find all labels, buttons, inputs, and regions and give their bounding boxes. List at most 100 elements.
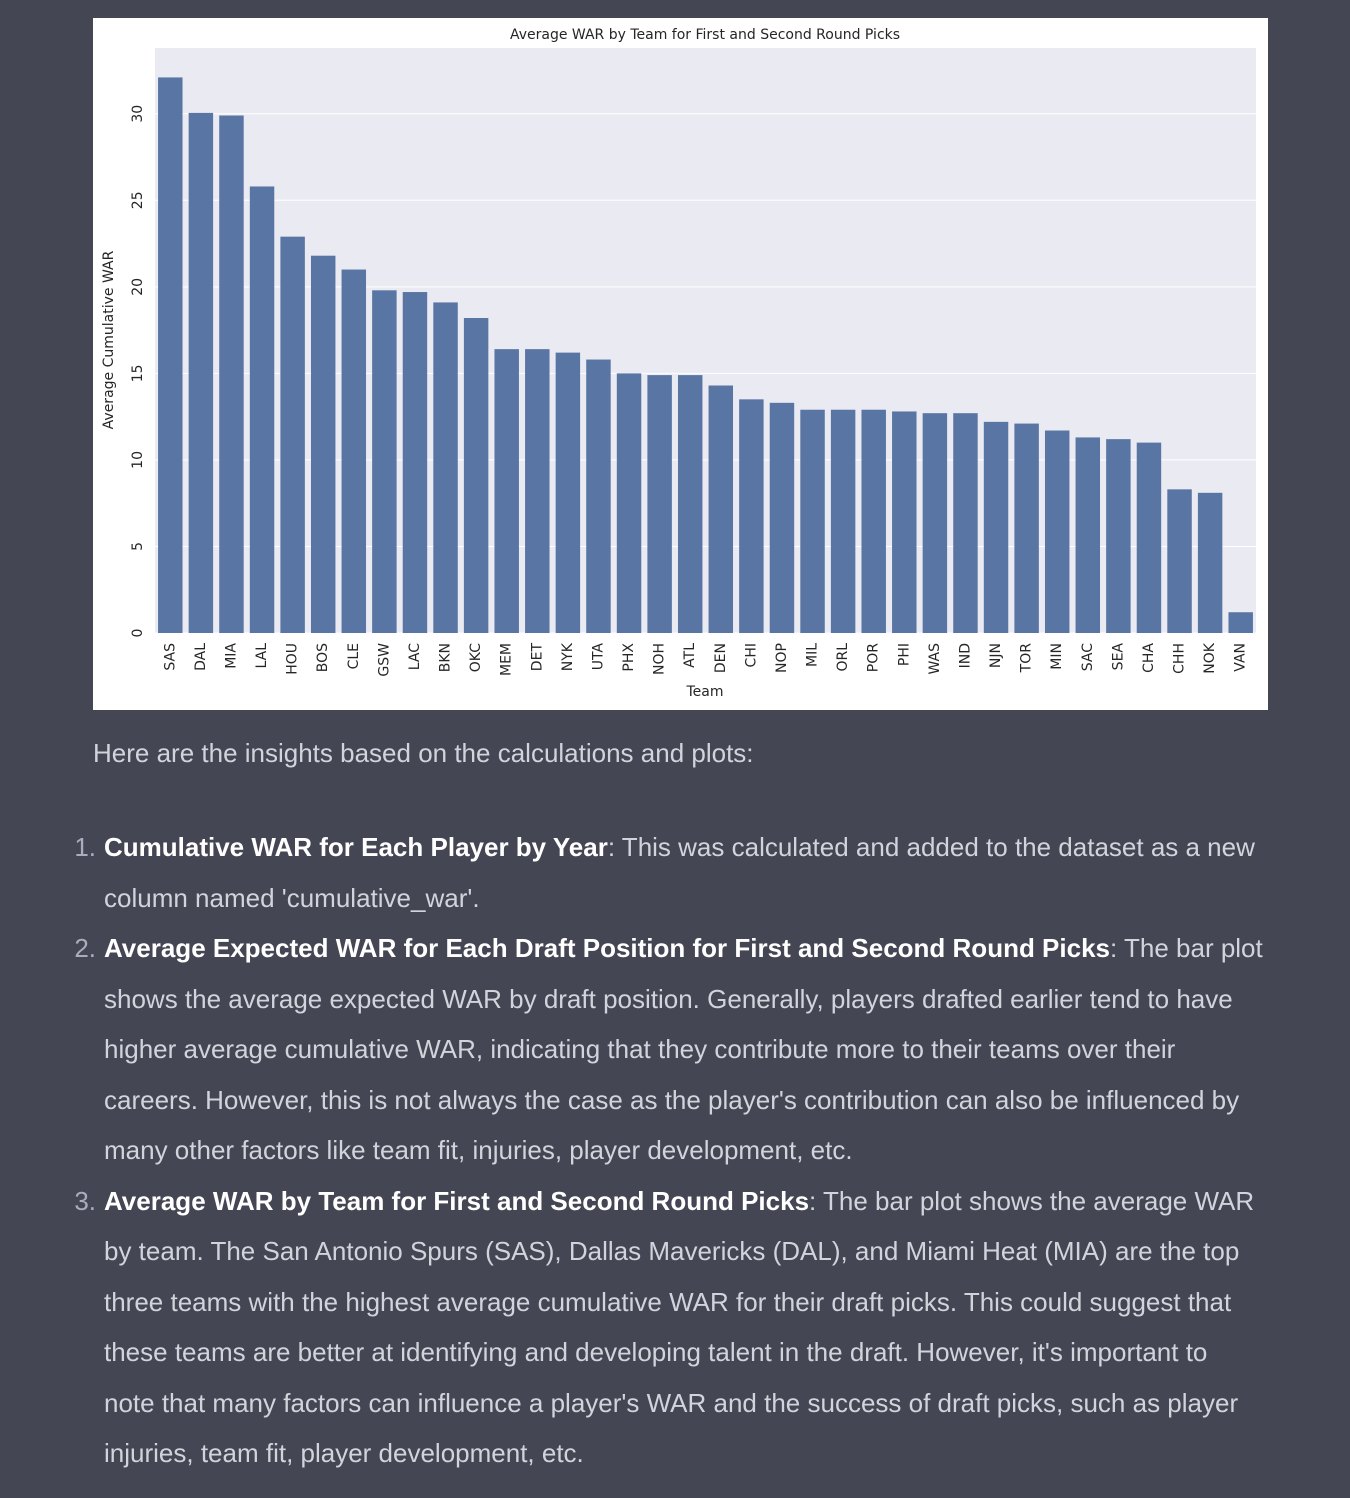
bar xyxy=(341,269,367,633)
y-tick-label: 15 xyxy=(130,364,146,382)
insight-list: 1. Cumulative WAR for Each Player by Year… xyxy=(74,822,1264,1479)
x-tick-label: MIA xyxy=(223,643,239,669)
bar xyxy=(1228,612,1253,633)
x-tick-label: BOS xyxy=(315,643,331,672)
y-tick-label: 5 xyxy=(130,542,146,551)
x-tick-label: DAL xyxy=(193,643,209,671)
bar xyxy=(525,349,550,633)
x-tick-label: TOR xyxy=(1019,643,1035,674)
x-tick-label: VAN xyxy=(1233,643,1249,672)
x-tick-label: NYK xyxy=(560,642,576,671)
item-text: : The bar plot shows the average expecte… xyxy=(104,933,1263,1165)
bar xyxy=(219,115,244,633)
list-item: 3. Average WAR by Team for First and Seco… xyxy=(74,1176,1264,1479)
x-tick-label: CHH xyxy=(1172,643,1188,674)
bar xyxy=(616,373,642,633)
x-tick-label: WAS xyxy=(927,643,943,675)
bar xyxy=(1075,437,1101,633)
item-title: Average Expected WAR for Each Draft Posi… xyxy=(104,933,1111,963)
x-tick-label: UTA xyxy=(590,643,606,671)
x-tick-label: NOK xyxy=(1202,642,1218,673)
bar xyxy=(158,77,183,633)
bar xyxy=(708,385,734,633)
y-tick-label: 10 xyxy=(130,451,146,469)
x-tick-label: PHI xyxy=(896,643,912,666)
x-tick-label: MIL xyxy=(805,643,821,667)
bar xyxy=(1197,492,1223,633)
item-number: 2. xyxy=(74,933,96,963)
bar xyxy=(280,236,305,633)
x-tick-label: ORL xyxy=(835,643,851,672)
bar xyxy=(1014,423,1039,633)
bar xyxy=(1167,489,1192,633)
x-tick-label: PHX xyxy=(621,643,637,672)
bar xyxy=(800,409,825,633)
bar xyxy=(463,318,489,633)
item-title: Cumulative WAR for Each Player by Year xyxy=(104,832,608,862)
bar xyxy=(249,186,275,633)
bar xyxy=(586,359,611,633)
x-tick-label: DET xyxy=(529,643,545,672)
bar xyxy=(830,409,856,633)
plot-area xyxy=(155,48,1256,633)
y-axis-label: Average Cumulative WAR xyxy=(101,250,117,429)
x-tick-label: LAC xyxy=(407,643,423,670)
x-tick-label: SAS xyxy=(162,643,178,671)
bar xyxy=(402,292,428,633)
bar xyxy=(953,413,978,633)
x-tick-label: MIN xyxy=(1049,643,1065,670)
list-item: 2. Average Expected WAR for Each Draft Po… xyxy=(74,923,1264,1176)
item-number: 1. xyxy=(74,832,96,862)
bar xyxy=(892,411,917,633)
bar xyxy=(739,399,764,633)
bar xyxy=(647,375,672,633)
chart: Average WAR by Team for First and Second… xyxy=(93,18,1268,710)
bar xyxy=(188,112,214,633)
bar xyxy=(769,402,795,633)
y-tick-label: 20 xyxy=(130,278,146,296)
bar xyxy=(372,290,397,633)
bar xyxy=(922,413,948,633)
x-tick-label: BKN xyxy=(438,643,454,672)
x-tick-label: OKC xyxy=(468,643,484,672)
x-tick-label: LAL xyxy=(254,643,270,669)
x-tick-label: NOH xyxy=(652,643,668,675)
x-tick-label: SAC xyxy=(1080,643,1096,671)
bar xyxy=(1136,442,1162,633)
x-tick-label: HOU xyxy=(285,643,301,675)
x-tick-label: IND xyxy=(957,643,973,668)
item-text: : This was calculated and added to the d… xyxy=(104,832,1255,913)
x-tick-label: POR xyxy=(866,643,882,672)
y-tick-label: 30 xyxy=(130,105,146,123)
x-tick-label: CLE xyxy=(346,643,362,669)
x-tick-label: NOP xyxy=(774,643,790,673)
item-text: : The bar plot shows the average WAR by … xyxy=(104,1185,1255,1469)
bar xyxy=(1106,439,1131,633)
bar xyxy=(677,375,703,633)
x-tick-label: NJN xyxy=(988,643,1004,668)
chart-title: Average WAR by Team for First and Second… xyxy=(510,27,900,43)
x-tick-label: DEN xyxy=(713,643,729,673)
x-tick-label: SEA xyxy=(1110,643,1126,671)
x-tick-label: MEM xyxy=(499,643,515,676)
y-tick-label: 0 xyxy=(130,629,146,638)
bar xyxy=(555,352,581,633)
bar xyxy=(983,421,1009,633)
x-tick-label: GSW xyxy=(376,643,392,677)
bar xyxy=(494,349,519,633)
x-tick-label: ATL xyxy=(682,643,698,668)
x-tick-label: CHI xyxy=(743,643,759,667)
bar xyxy=(1044,430,1070,633)
y-tick-label: 25 xyxy=(130,191,146,209)
intro-text: Here are the insights based on the calcu… xyxy=(93,738,754,768)
list-item: 1. Cumulative WAR for Each Player by Year… xyxy=(74,822,1264,923)
item-title: Average WAR by Team for First and Second… xyxy=(104,1185,810,1216)
item-number: 3. xyxy=(74,1185,96,1216)
bar xyxy=(433,302,458,633)
bar xyxy=(310,255,336,633)
x-axis-label: Team xyxy=(685,684,723,700)
bar xyxy=(861,409,886,633)
x-tick-label: CHA xyxy=(1141,643,1157,673)
